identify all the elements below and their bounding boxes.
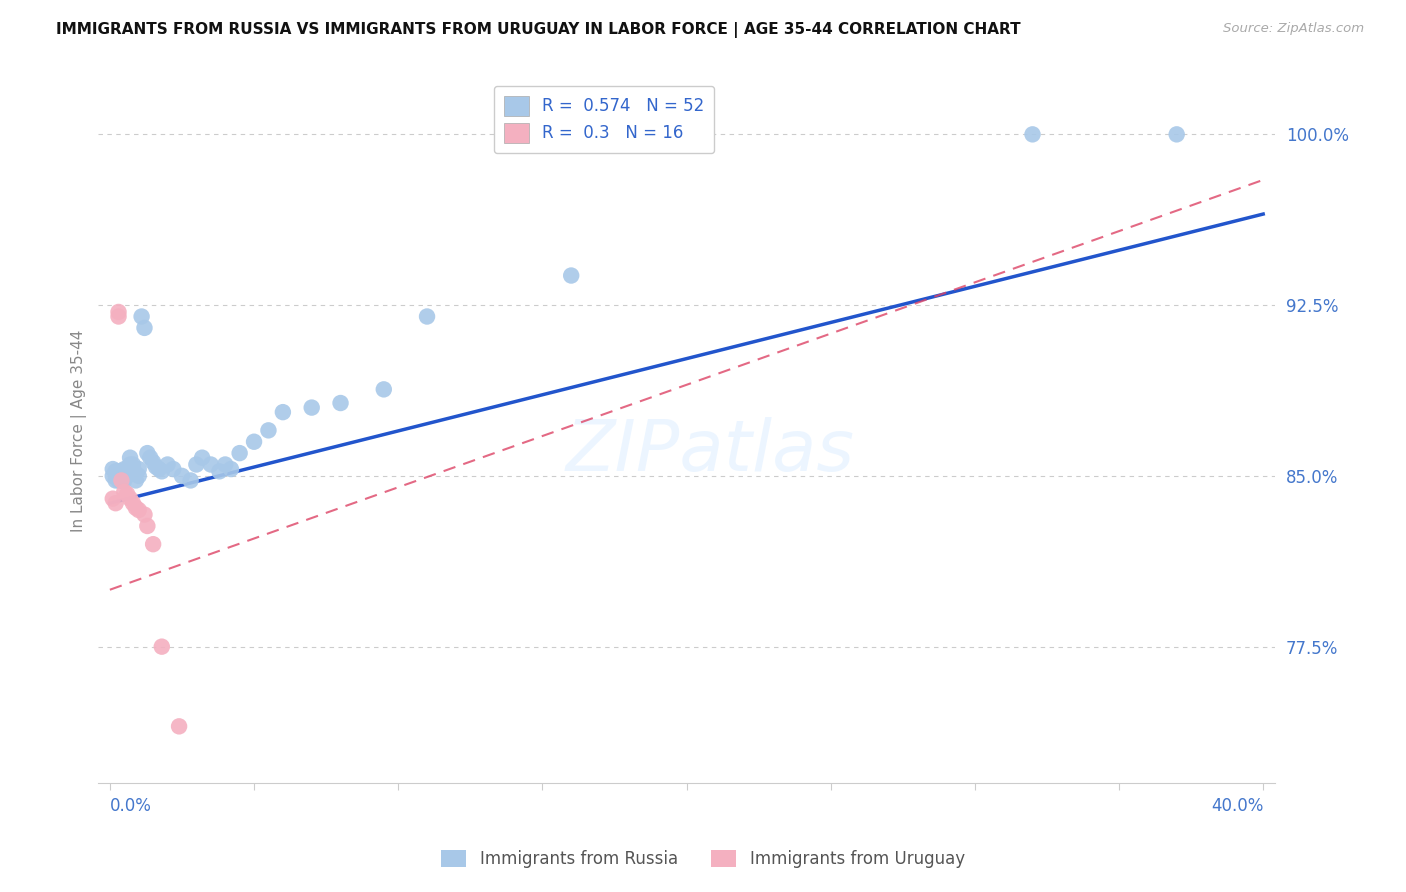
Point bbox=[139, 450, 162, 465]
Point bbox=[134, 321, 156, 335]
Point bbox=[115, 462, 138, 476]
Point bbox=[107, 474, 129, 488]
Point bbox=[243, 434, 266, 449]
Point bbox=[107, 464, 129, 478]
Point bbox=[120, 450, 142, 465]
Point bbox=[104, 474, 127, 488]
Point bbox=[112, 469, 135, 483]
Point bbox=[107, 469, 129, 483]
Point bbox=[122, 458, 145, 472]
Point bbox=[104, 496, 127, 510]
Point bbox=[112, 484, 135, 499]
Point bbox=[142, 455, 165, 469]
Point bbox=[156, 458, 179, 472]
Point bbox=[416, 310, 439, 324]
Point bbox=[170, 469, 193, 483]
Point bbox=[110, 469, 132, 483]
Point bbox=[148, 462, 170, 476]
Point bbox=[228, 446, 250, 460]
Legend: Immigrants from Russia, Immigrants from Uruguay: Immigrants from Russia, Immigrants from … bbox=[434, 843, 972, 875]
Point bbox=[107, 305, 129, 319]
Point bbox=[150, 464, 173, 478]
Point bbox=[271, 405, 294, 419]
Point bbox=[112, 462, 135, 476]
Point bbox=[110, 474, 132, 488]
Text: IMMIGRANTS FROM RUSSIA VS IMMIGRANTS FROM URUGUAY IN LABOR FORCE | AGE 35-44 COR: IMMIGRANTS FROM RUSSIA VS IMMIGRANTS FRO… bbox=[56, 22, 1021, 38]
Point bbox=[128, 462, 150, 476]
Point bbox=[560, 268, 582, 283]
Point bbox=[180, 474, 202, 488]
Point bbox=[115, 487, 138, 501]
Point bbox=[125, 500, 148, 515]
Point bbox=[214, 458, 236, 472]
Point bbox=[186, 458, 208, 472]
Text: Source: ZipAtlas.com: Source: ZipAtlas.com bbox=[1223, 22, 1364, 36]
Point bbox=[125, 474, 148, 488]
Point bbox=[145, 459, 167, 474]
Y-axis label: In Labor Force | Age 35-44: In Labor Force | Age 35-44 bbox=[72, 329, 87, 532]
Point bbox=[208, 464, 231, 478]
Point bbox=[162, 462, 184, 476]
Point bbox=[120, 491, 142, 506]
Point bbox=[191, 450, 214, 465]
Legend: R =  0.574   N = 52, R =  0.3   N = 16: R = 0.574 N = 52, R = 0.3 N = 16 bbox=[494, 86, 714, 153]
Point bbox=[131, 310, 153, 324]
Text: ZIPatlas: ZIPatlas bbox=[565, 417, 855, 486]
Point bbox=[219, 462, 242, 476]
Point bbox=[122, 496, 145, 510]
Point bbox=[122, 462, 145, 476]
Point bbox=[329, 396, 352, 410]
Point bbox=[107, 310, 129, 324]
Point bbox=[136, 519, 159, 533]
Point bbox=[101, 491, 124, 506]
Point bbox=[134, 508, 156, 522]
Point bbox=[373, 383, 395, 397]
Point bbox=[112, 474, 135, 488]
Point bbox=[101, 462, 124, 476]
Point bbox=[120, 458, 142, 472]
Point bbox=[167, 719, 190, 733]
Point bbox=[104, 464, 127, 478]
Point bbox=[136, 446, 159, 460]
Point bbox=[200, 458, 222, 472]
Point bbox=[110, 474, 132, 488]
Point bbox=[115, 469, 138, 483]
Point bbox=[1021, 128, 1043, 142]
Point bbox=[128, 469, 150, 483]
Point bbox=[128, 503, 150, 517]
Point bbox=[1166, 128, 1188, 142]
Point bbox=[301, 401, 323, 415]
Point bbox=[125, 467, 148, 481]
Point bbox=[257, 423, 280, 437]
Point bbox=[150, 640, 173, 654]
Text: 40.0%: 40.0% bbox=[1211, 797, 1263, 815]
Text: 0.0%: 0.0% bbox=[110, 797, 152, 815]
Point bbox=[142, 537, 165, 551]
Point bbox=[101, 469, 124, 483]
Point bbox=[110, 464, 132, 478]
